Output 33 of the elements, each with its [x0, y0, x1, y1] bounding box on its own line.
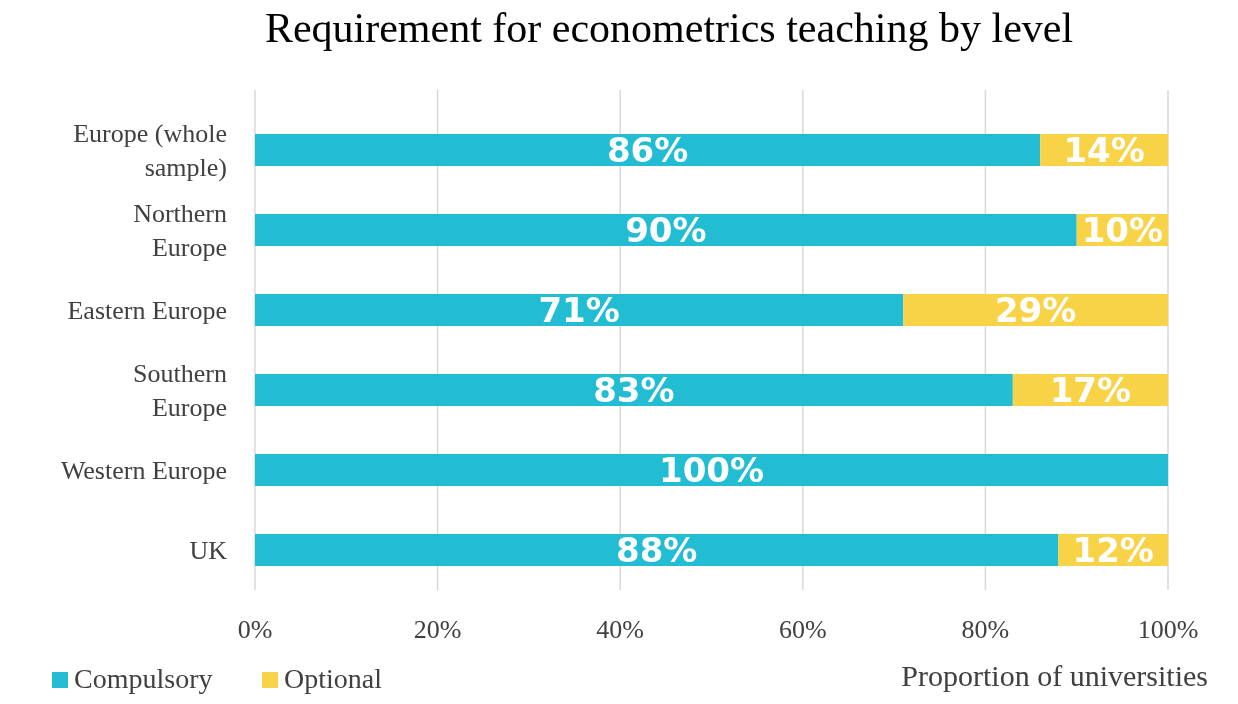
- x-tick-label: 20%: [413, 615, 462, 644]
- x-tick-label: 0%: [237, 615, 273, 644]
- chart-title: Requirement for econometrics teaching by level: [264, 5, 1074, 51]
- y-tick-label: UK: [189, 536, 228, 566]
- bar: [255, 454, 1168, 486]
- bar: [255, 534, 1059, 566]
- y-tick-label: Southern Europe: [133, 359, 227, 423]
- data-label: 12%: [1072, 530, 1154, 571]
- x-tick-label: 100%: [1137, 615, 1199, 644]
- data-label: 83%: [593, 370, 675, 411]
- legend-label: Optional: [284, 663, 383, 694]
- data-label: 86%: [606, 130, 689, 171]
- y-tick-label: Northern Europe: [133, 199, 227, 263]
- y-tick-label: Eastern Europe: [67, 296, 227, 326]
- data-label: 88%: [616, 530, 698, 571]
- y-tick-label: Europe (whole sample): [73, 119, 227, 183]
- data-label: 90%: [625, 210, 707, 251]
- bar: [255, 214, 1077, 246]
- x-tick-label: 40%: [596, 615, 645, 644]
- bar: [255, 374, 1013, 406]
- data-label: 29%: [994, 290, 1077, 331]
- x-tick-label: 60%: [778, 615, 827, 644]
- legend-label: Compulsory: [74, 663, 213, 694]
- data-label: 17%: [1049, 370, 1132, 411]
- x-tick-label: 80%: [961, 615, 1010, 644]
- bar: [255, 134, 1041, 166]
- bar: [255, 294, 904, 326]
- data-label: 14%: [1063, 130, 1145, 171]
- data-label: 71%: [538, 290, 620, 331]
- data-label: 100%: [658, 450, 765, 491]
- data-label: 10%: [1081, 210, 1164, 251]
- y-tick-label: Western Europe: [60, 456, 227, 486]
- x-axis-title: Proportion of universities: [901, 659, 1208, 692]
